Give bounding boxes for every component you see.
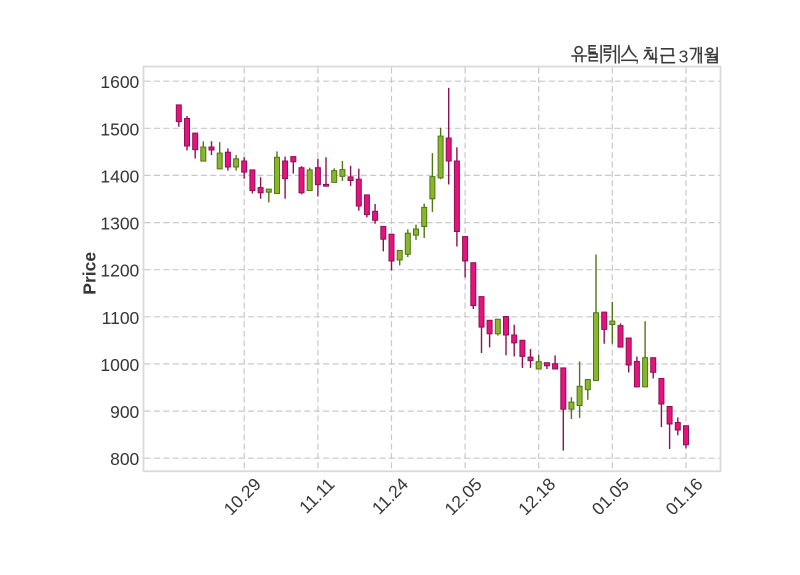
- svg-text:800: 800: [110, 449, 139, 469]
- svg-text:Price: Price: [80, 252, 100, 295]
- svg-text:1000: 1000: [100, 355, 139, 375]
- svg-text:1500: 1500: [100, 119, 139, 139]
- svg-text:,: ,: [635, 46, 640, 66]
- svg-text:1400: 1400: [100, 166, 139, 186]
- svg-text:1100: 1100: [102, 308, 140, 328]
- svg-text:3: 3: [679, 47, 689, 67]
- svg-text:1600: 1600: [100, 72, 139, 92]
- svg-text:900: 900: [110, 402, 139, 422]
- svg-text:1200: 1200: [100, 261, 139, 281]
- svg-text:1300: 1300: [100, 214, 139, 234]
